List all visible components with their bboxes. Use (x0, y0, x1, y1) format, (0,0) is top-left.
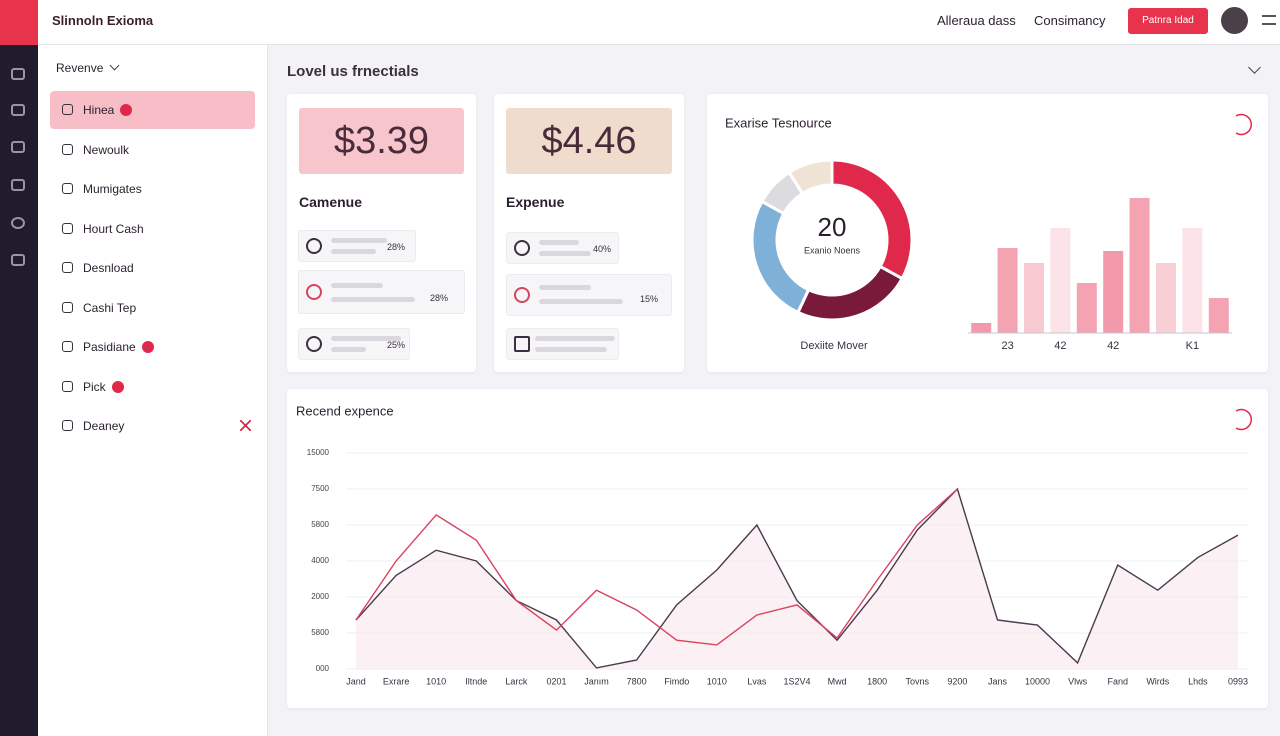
menu-label: Cashi Tep (83, 300, 137, 315)
rail-icon[interactable] (11, 68, 25, 80)
icon-rail (0, 0, 38, 736)
row-icon (514, 287, 530, 303)
row-bar (539, 285, 591, 290)
badge (141, 341, 154, 353)
rail-icon[interactable] (11, 254, 25, 266)
app-icon[interactable] (0, 0, 38, 45)
row-bar (539, 251, 591, 256)
close-icon[interactable] (240, 420, 251, 431)
row-bar (331, 297, 415, 302)
row-value: 28% (387, 242, 406, 252)
menu-icon (62, 380, 73, 392)
section-title: Lovel us frnectials (287, 63, 419, 80)
menu-item[interactable]: Mumigates (50, 170, 255, 208)
nav-link[interactable]: Alleraua dass (937, 13, 1016, 28)
menu-item[interactable]: Pasidiane (50, 328, 255, 366)
sidebar (38, 45, 268, 736)
nav-link[interactable]: Consimancy (1034, 13, 1106, 28)
chart-card (287, 389, 1268, 708)
dropdown-label: Revenve (56, 61, 104, 75)
menu-icon (62, 183, 73, 194)
rail-icon[interactable] (11, 179, 25, 191)
row-icon (514, 336, 530, 352)
badge (120, 104, 133, 116)
menu-item[interactable]: Hourt Cash (50, 210, 255, 248)
rail-icon[interactable] (11, 217, 25, 229)
menu-icon (62, 420, 73, 431)
card-title: Camenue (299, 194, 363, 210)
row-value: 28% (430, 293, 449, 303)
menu-item[interactable]: Newoulk (50, 131, 255, 169)
menu-item[interactable]: Desnload (50, 249, 255, 287)
menu-label: Hourt Cash (83, 221, 144, 236)
card-title: Expenue (506, 194, 565, 210)
menu-icon[interactable] (1262, 15, 1276, 25)
menu-label: Newoulk (83, 142, 130, 157)
rail-icon[interactable] (11, 104, 25, 116)
menu-item[interactable]: Cashi Tep (50, 289, 255, 327)
menu-icon (62, 222, 73, 234)
row-icon (306, 238, 322, 254)
row-icon (514, 240, 530, 256)
row-bar (539, 240, 579, 245)
menu-item[interactable]: Deaney (50, 407, 255, 445)
primary-button[interactable]: Patnra Idad (1128, 8, 1208, 34)
row-bar (331, 249, 376, 254)
dropdown[interactable]: Revenve (56, 60, 120, 75)
row: 25% (298, 328, 410, 360)
row-value: 25% (387, 340, 406, 350)
logo[interactable]: Slinnoln Exioma (52, 13, 154, 28)
row-bar (535, 336, 615, 341)
row-bar (535, 347, 607, 352)
header (38, 0, 1280, 45)
amount: $3.39 (299, 108, 464, 174)
row-bar (331, 238, 387, 243)
menu-icon (62, 301, 73, 313)
row-icon (306, 284, 322, 300)
avatar[interactable] (1221, 7, 1248, 34)
badge (111, 380, 124, 393)
menu-label: Deaney (83, 419, 125, 433)
menu-label: Pick (83, 379, 106, 394)
row (506, 328, 619, 360)
row: 15% (506, 274, 672, 316)
row: 40% (506, 232, 619, 264)
rail-icon[interactable] (11, 141, 25, 153)
menu-icon (62, 143, 73, 155)
menu-label: Pasidiane (83, 340, 136, 354)
menu-item[interactable]: Hinea (50, 91, 255, 129)
row-icon (306, 336, 322, 352)
row-bar (331, 347, 366, 352)
row: 28% (298, 230, 416, 262)
chevron (109, 60, 120, 71)
chart-card (707, 94, 1268, 372)
row-bar (331, 283, 383, 288)
row-value: 15% (640, 294, 659, 304)
row-value: 40% (593, 244, 612, 254)
amount: $4.46 (506, 108, 672, 174)
menu-label: Desnload (83, 261, 134, 275)
menu-icon (62, 262, 73, 273)
menu-item[interactable]: Pick (50, 368, 255, 406)
menu-icon (62, 341, 73, 352)
row-bar (539, 299, 623, 304)
menu-label: Hinea (83, 103, 115, 117)
menu-label: Mumigates (83, 182, 142, 196)
row: 28% (298, 270, 465, 314)
collapse-icon[interactable] (1248, 61, 1261, 74)
menu-icon (62, 104, 73, 115)
row-bar (331, 336, 401, 341)
